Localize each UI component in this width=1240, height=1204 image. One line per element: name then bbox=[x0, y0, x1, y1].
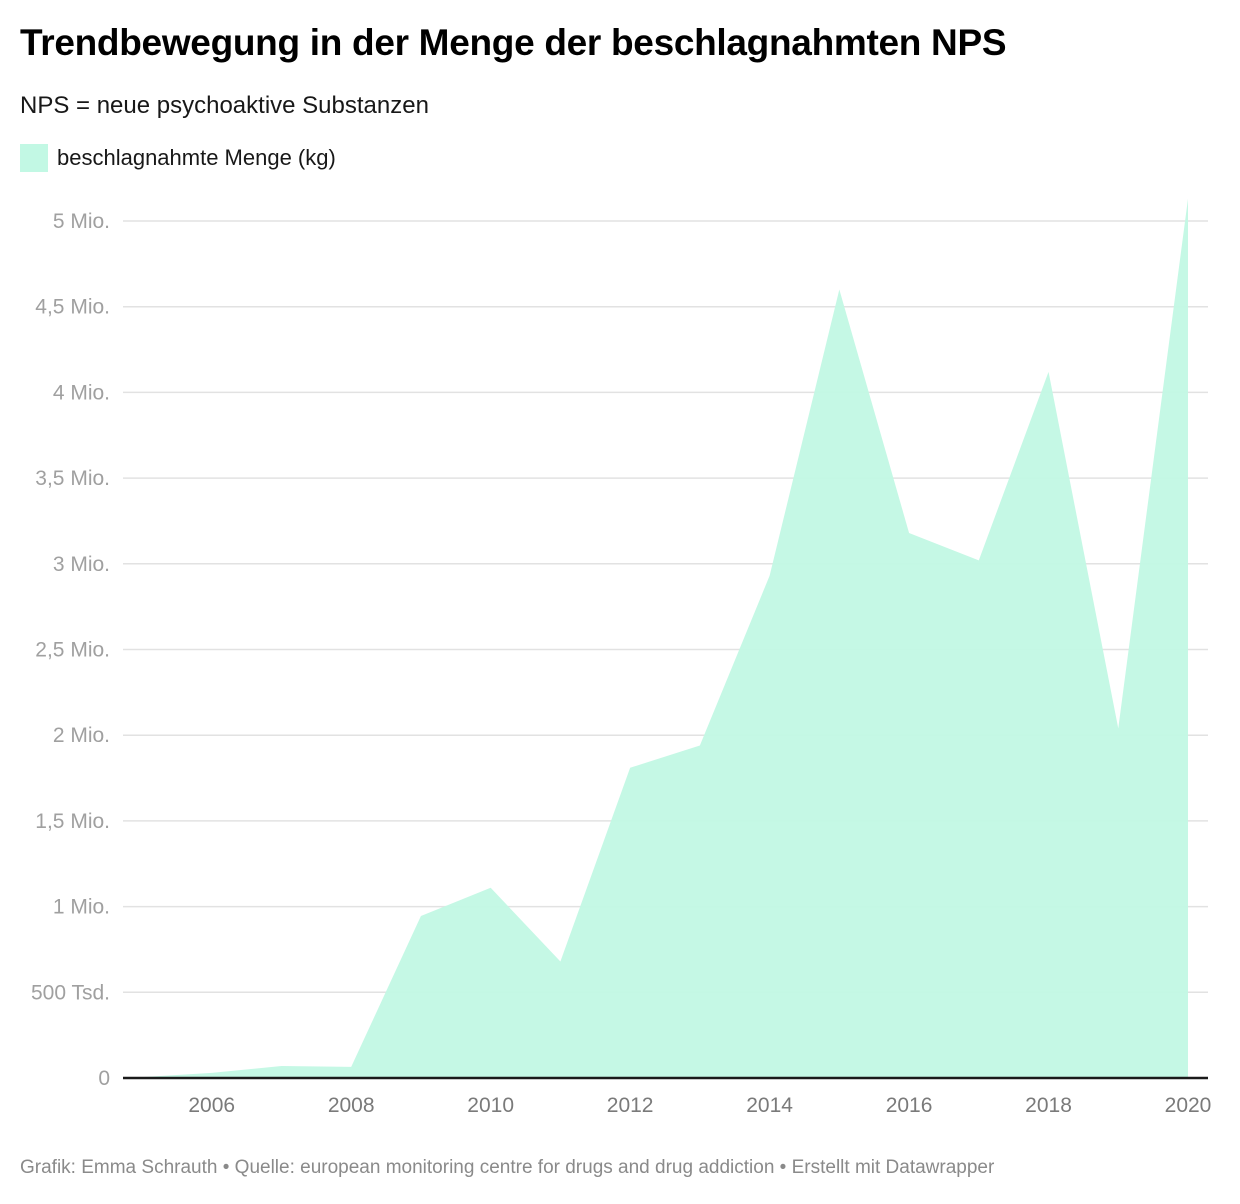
y-axis-ticks: 0 500 Tsd. 1 Mio. 1,5 Mio. 2 Mio. 2,5 Mio. 3 M… bbox=[31, 210, 110, 1090]
y-tick-label: 2 Mio. bbox=[53, 724, 110, 747]
y-tick-label: 1,5 Mio. bbox=[35, 810, 110, 833]
chart-subtitle: NPS = neue psychoaktive Substanzen bbox=[20, 92, 429, 119]
y-tick-label: 3,5 Mio. bbox=[35, 467, 110, 490]
y-tick-label: 500 Tsd. bbox=[31, 981, 110, 1004]
x-axis-ticks: 2006 2008 2010 2012 2014 2016 2018 2020 bbox=[188, 1094, 1211, 1117]
y-tick-label: 1 Mio. bbox=[53, 896, 110, 919]
x-tick-label: 2016 bbox=[886, 1094, 933, 1117]
x-tick-label: 2008 bbox=[328, 1094, 375, 1117]
x-tick-label: 2014 bbox=[746, 1094, 793, 1117]
x-tick-label: 2012 bbox=[607, 1094, 654, 1117]
y-tick-label: 4,5 Mio. bbox=[35, 296, 110, 319]
x-tick-label: 2020 bbox=[1165, 1094, 1212, 1117]
y-tick-label: 0 bbox=[98, 1067, 110, 1090]
legend: beschlagnahmte Menge (kg) bbox=[20, 144, 336, 172]
y-tick-label: 2,5 Mio. bbox=[35, 639, 110, 662]
y-tick-label: 5 Mio. bbox=[53, 210, 110, 233]
area-fill bbox=[142, 198, 1188, 1078]
x-tick-label: 2010 bbox=[467, 1094, 514, 1117]
chart-title: Trendbewegung in der Menge der beschlagn… bbox=[20, 22, 1007, 63]
footer-credits: Grafik: Emma Schrauth • Quelle: european… bbox=[20, 1157, 995, 1178]
legend-swatch bbox=[20, 144, 48, 172]
y-tick-label: 4 Mio. bbox=[53, 381, 110, 404]
area-series bbox=[142, 198, 1188, 1078]
legend-label: beschlagnahmte Menge (kg) bbox=[57, 145, 336, 170]
y-tick-label: 3 Mio. bbox=[53, 553, 110, 576]
x-tick-label: 2018 bbox=[1025, 1094, 1072, 1117]
x-tick-label: 2006 bbox=[188, 1094, 235, 1117]
